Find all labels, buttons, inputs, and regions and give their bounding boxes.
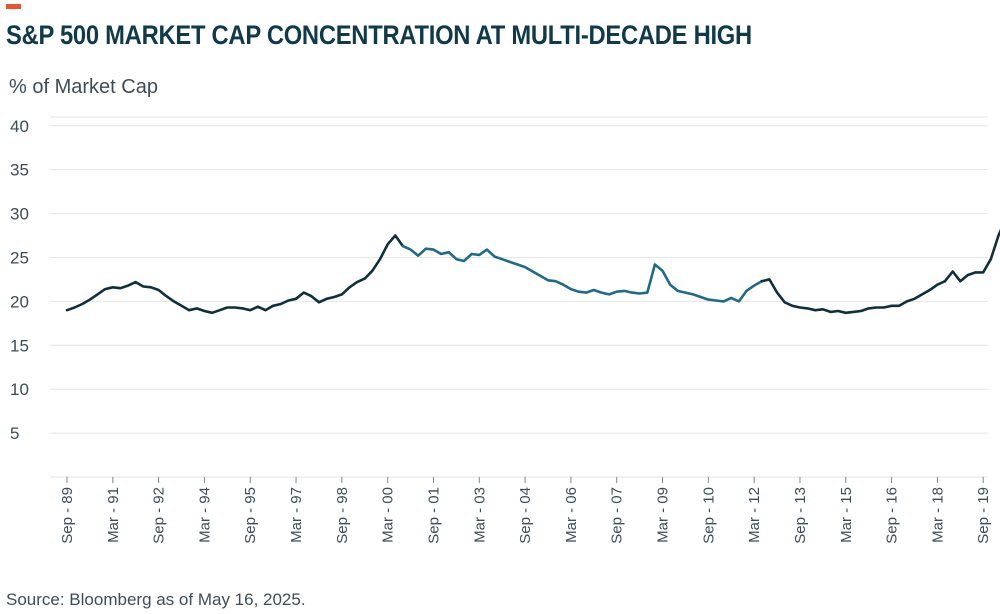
y-tick-label: 40	[10, 117, 29, 136]
x-tick-label: Mar - 18	[929, 487, 946, 543]
x-tick-label: Sep - 89	[59, 487, 76, 544]
y-tick-label: 5	[10, 424, 19, 443]
x-tick-label: Sep - 92	[151, 487, 168, 544]
x-axis-ticks: Sep - 89 Mar - 91 Sep - 92 Mar - 94 Sep - 95…	[59, 477, 992, 544]
x-tick-label: Mar - 12	[746, 487, 763, 543]
x-tick-label: Mar - 06	[563, 487, 580, 543]
x-tick-label: Sep - 10	[700, 487, 717, 544]
y-axis-ticks: 5 10 15 20 25 30 35 40	[10, 117, 29, 443]
series-line-segment	[401, 244, 764, 303]
x-tick-label: Mar - 94	[196, 487, 213, 543]
x-tick-label: Sep - 07	[609, 487, 626, 544]
y-tick-label: 15	[10, 336, 29, 355]
x-tick-label: Sep - 01	[425, 487, 442, 544]
y-tick-label: 30	[10, 205, 29, 224]
source-note: Source: Bloomberg as of May 16, 2025.	[6, 590, 306, 609]
x-tick-label: Mar - 15	[838, 487, 855, 543]
x-tick-label: Mar - 97	[288, 487, 305, 543]
x-tick-label: Mar - 09	[655, 487, 672, 543]
x-tick-label: Mar - 91	[105, 487, 122, 543]
y-tick-label: 35	[10, 161, 29, 180]
y-tick-label: 10	[10, 380, 29, 399]
series-line-segment	[760, 228, 1000, 315]
x-tick-label: Sep - 16	[884, 487, 901, 544]
x-tick-label: Sep - 13	[792, 487, 809, 544]
x-tick-label: Sep - 04	[517, 487, 534, 544]
y-tick-label: 20	[10, 292, 29, 311]
x-tick-label: Sep - 95	[242, 487, 259, 544]
y-axis-label: % of Market Cap	[9, 76, 158, 98]
gridlines	[50, 116, 988, 478]
chart-title: S&P 500 MARKET CAP CONCENTRATION AT MULT…	[6, 20, 752, 50]
y-tick-label: 25	[10, 248, 29, 267]
x-tick-label: Mar - 03	[471, 487, 488, 543]
x-tick-label: Sep - 98	[334, 487, 351, 544]
data-series	[65, 228, 1000, 315]
accent-bar	[6, 4, 21, 9]
x-tick-label: Mar - 00	[380, 487, 397, 543]
x-tick-label: Sep - 19	[975, 487, 992, 544]
